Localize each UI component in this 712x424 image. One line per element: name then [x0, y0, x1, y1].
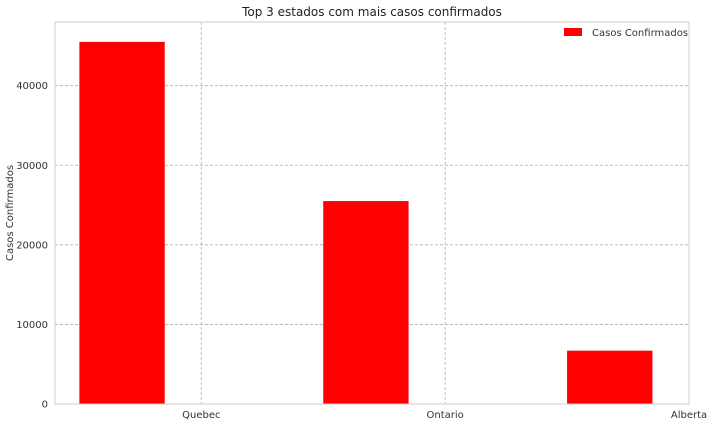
- x-tick-label: Ontario: [427, 410, 464, 421]
- chart-title: Top 3 estados com mais casos confirmados: [241, 5, 502, 19]
- y-tick-label: 30000: [16, 161, 48, 172]
- y-tick-label: 10000: [16, 320, 48, 331]
- y-tick-label: 0: [42, 400, 48, 411]
- y-tick-label: 20000: [16, 240, 48, 251]
- y-tick-label: 40000: [16, 81, 48, 92]
- bar: [567, 350, 653, 404]
- x-tick-label: Alberta: [671, 410, 707, 421]
- x-tick-label: Quebec: [182, 410, 220, 421]
- plot-area-frame: [54, 21, 690, 405]
- legend-swatch: [564, 28, 582, 36]
- bar: [323, 201, 409, 404]
- y-axis-label: Casos Confirmados: [5, 165, 16, 261]
- legend-label: Casos Confirmados: [592, 28, 688, 39]
- bars: [79, 41, 653, 404]
- y-axis-ticks: 0 10000 20000 30000 40000: [16, 81, 48, 410]
- x-axis-ticks: Quebec Ontario Alberta: [182, 410, 707, 421]
- legend: Casos Confirmados: [564, 28, 688, 39]
- bar: [79, 41, 165, 404]
